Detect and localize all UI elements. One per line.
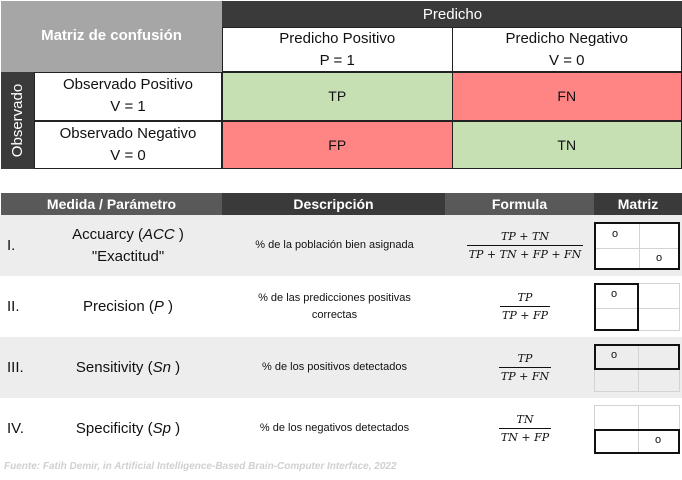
measure-formula: TP + TN TP + TN + FP + FN — [466, 230, 584, 261]
header-formula: Formula — [445, 193, 594, 215]
measure-formula: TP TP + FN — [498, 352, 552, 383]
col-header-predicted-negative: Predicho Negativo V = 0 — [451, 27, 682, 72]
measure-name: Precision (P ) — [82, 297, 174, 315]
measure-name: Specificity (Sp ) — [75, 419, 181, 437]
cell-true-negative: TN — [451, 120, 682, 169]
measure-description: % de los negativos detectados — [259, 422, 410, 434]
cell-false-negative: FN — [451, 72, 682, 121]
measure-formula: TN TN + FP — [498, 413, 552, 444]
row-header-observed-negative: Observado Negativo V = 0 — [34, 120, 222, 169]
table-row: IV. Specificity (Sp ) % de los negativos… — [0, 398, 682, 459]
row-number: II. — [7, 298, 20, 315]
table-row: II. Precision (P ) % de las predicciones… — [0, 276, 682, 337]
header-measure: Medida / Parámetro — [1, 193, 222, 215]
col-header-predicted-positive: Predicho Positivo P = 1 — [222, 27, 453, 72]
cell-false-positive: FP — [222, 120, 453, 169]
table-row: I. Accuarcy (ACC ) "Exactitud" % de la p… — [0, 215, 682, 276]
confusion-matrix-title: Matriz de confusión — [1, 1, 222, 72]
header-description: Descripción — [222, 193, 445, 215]
row-header-observed-positive: Observado Positivo V = 1 — [34, 72, 222, 121]
row-number: I. — [7, 237, 16, 254]
measure-description: % de los positivos detectados — [262, 361, 407, 373]
predicted-header: Predicho — [222, 1, 682, 27]
measure-name: Accuarcy (ACC ) "Exactitud" — [72, 225, 184, 265]
observed-header: Observado — [1, 72, 34, 169]
measure-description: % de la población bien asignada — [255, 239, 414, 251]
mini-matrix: o — [594, 283, 680, 331]
marker-tn: o — [656, 252, 663, 264]
marker-tp: o — [611, 288, 618, 300]
measure-description: % de las predicciones positivas correcta… — [258, 291, 411, 321]
cell-true-positive: TP — [222, 72, 453, 121]
measure-name: Sensitivity (Sn ) — [75, 358, 181, 376]
marker-tp: o — [612, 228, 619, 240]
source-footnote: Fuente: Fatih Demir, in Artificial Intel… — [4, 461, 397, 472]
measure-formula: TP TP + FP — [500, 291, 550, 322]
table-row: III. Sensitivity (Sn ) % de los positivo… — [0, 337, 682, 398]
marker-tp: o — [611, 349, 618, 361]
header-matrix: Matriz — [594, 193, 682, 215]
row-number: III. — [7, 359, 24, 376]
row-number: IV. — [7, 420, 24, 437]
mini-matrix: o — [594, 344, 680, 392]
mini-matrix: o o — [594, 222, 680, 270]
marker-tn: o — [655, 434, 662, 446]
mini-matrix: o — [594, 405, 680, 454]
